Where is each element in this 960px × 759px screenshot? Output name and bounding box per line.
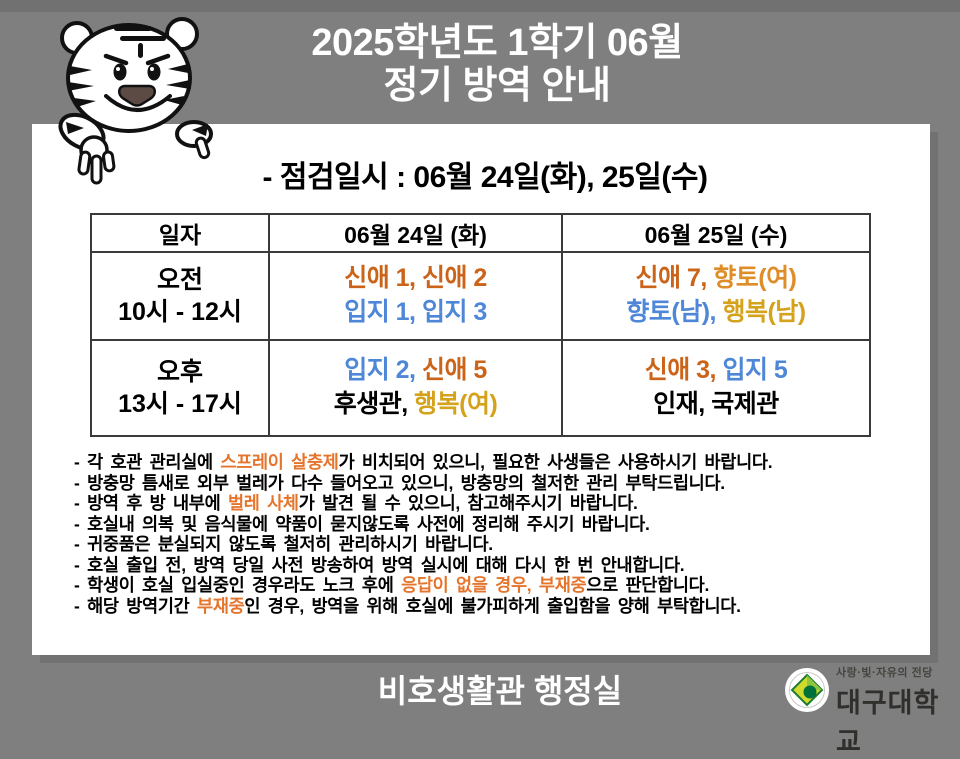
notice-item: - 방충망 틈새로 외부 벌레가 다수 들어오고 있으니, 방충망의 철저한 관…	[74, 472, 725, 493]
cell-morning-june25: 신애 7, 향토(여) 향토(남), 행복(남)	[561, 251, 871, 341]
page-title: 2025학년도 1학기 06월 정기 방역 안내	[34, 22, 960, 107]
cell-afternoon-june25: 신애 3, 입지 5 인재, 국제관	[561, 339, 871, 437]
university-emblem-icon	[785, 668, 829, 712]
header-june24: 06월 24일 (화)	[268, 213, 563, 253]
table-header-row: 일자 06월 24일 (화) 06월 25일 (수)	[90, 213, 871, 253]
schedule-table: 일자 06월 24일 (화) 06월 25일 (수) 오전 10시 - 12시 …	[90, 213, 871, 437]
cell-morning-june24: 신애 1, 신애 2 입지 1, 입지 3	[268, 251, 563, 341]
university-logo-text: 사랑·빛·자유의 전당 대구대학교	[836, 664, 954, 759]
department-name: 비호생활관 행정실	[377, 673, 623, 709]
university-logo: 사랑·빛·자유의 전당 대구대학교	[784, 664, 954, 757]
table-row-afternoon: 오후 13시 - 17시 입지 2, 신애 5 후생관, 행복(여) 신애 3,…	[90, 339, 871, 437]
notice-item: - 방역 후 방 내부에 벌레 사체가 발견 될 수 있으니, 참고해주시기 바…	[74, 493, 638, 513]
header-june25: 06월 25일 (수)	[561, 213, 871, 253]
notice-list: - 각 호관 관리실에 스프레이 살충제가 비치되어 있으니, 필요한 사생들은…	[74, 452, 940, 616]
top-edge-strip	[0, 0, 960, 12]
row-label-afternoon: 오후 13시 - 17시	[90, 339, 270, 437]
notice-item: - 호실내 의복 및 음식물에 약품이 묻지않도록 사전에 정리해 주시기 바랍…	[74, 513, 650, 534]
notice-item: - 호실 출입 전, 방역 당일 사전 방송하여 방역 실시에 대해 다시 한 …	[74, 554, 685, 575]
notice-item: - 학생이 호실 입실중인 경우라도 노크 후에 응답이 없을 경우, 부재중으…	[74, 575, 710, 595]
page-title-line1: 2025학년도 1학기 06월	[311, 22, 683, 64]
notice-item: - 귀중품은 분실되지 않도록 철저히 관리하시기 바랍니다.	[74, 534, 493, 554]
notice-item: - 각 호관 관리실에 스프레이 살충제가 비치되어 있으니, 필요한 사생들은…	[74, 452, 773, 472]
university-name: 대구대학교	[836, 688, 940, 757]
inspection-date-line: - 점검일시 : 06월 24일(화), 25일(수)	[262, 161, 708, 194]
university-slogan: 사랑·빛·자유의 전당	[836, 667, 933, 679]
notice-item: - 해당 방역기간 부재중인 경우, 방역을 위해 호실에 불가피하게 출입함을…	[74, 595, 741, 616]
header-date: 일자	[90, 213, 270, 253]
row-label-morning: 오전 10시 - 12시	[90, 251, 270, 341]
table-row-morning: 오전 10시 - 12시 신애 1, 신애 2 입지 1, 입지 3 신애 7,…	[90, 251, 871, 341]
page-title-line2: 정기 방역 안내	[383, 64, 611, 107]
tiger-mascot-illustration	[58, 17, 213, 185]
cell-afternoon-june24: 입지 2, 신애 5 후생관, 행복(여)	[268, 339, 563, 437]
